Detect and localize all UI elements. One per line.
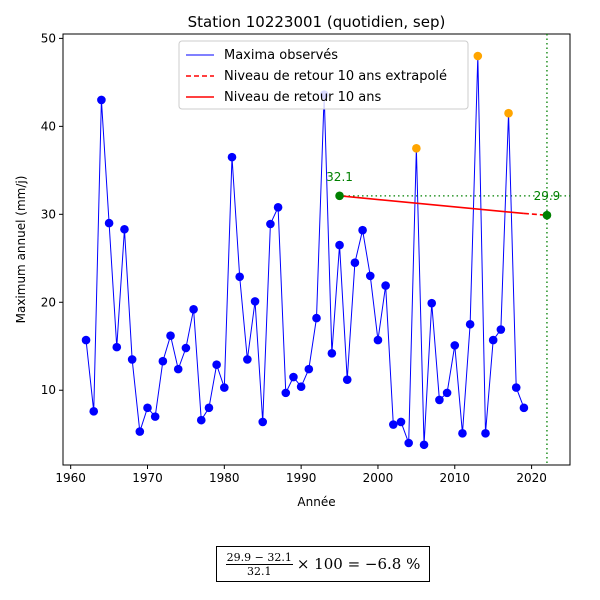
data-point (150, 412, 160, 421)
data-point (258, 417, 268, 427)
data-point-highlighted (473, 51, 483, 61)
data-point (335, 240, 344, 250)
data-point-highlighted (504, 108, 513, 118)
data-point (350, 258, 360, 267)
series-line-return-level (339, 195, 524, 215)
x-axis-label: Année (297, 495, 335, 509)
formula-fraction: 29.9 − 32.1 32.1 (225, 550, 293, 578)
series-line-observed (85, 55, 525, 445)
data-point (250, 297, 260, 306)
data-point (488, 335, 498, 345)
data-point (97, 95, 106, 105)
data-point (204, 403, 214, 413)
x-tick-label: 1980 (209, 471, 240, 485)
data-point (173, 364, 183, 374)
x-tick-label: 2010 (439, 471, 470, 485)
data-point (481, 429, 490, 438)
data-point (358, 225, 367, 235)
data-point (304, 364, 314, 374)
y-tick-label: 40 (41, 119, 56, 133)
data-point (196, 415, 206, 425)
formula-numerator: 29.9 − 32.1 (225, 550, 293, 565)
annotation-marker (542, 210, 552, 220)
x-tick-label: 1960 (55, 471, 86, 485)
x-tick-label: 2000 (363, 471, 394, 485)
data-point (450, 341, 460, 350)
data-point (120, 224, 129, 234)
data-point (327, 348, 337, 358)
data-point (143, 403, 152, 413)
legend-label: Niveau de retour 10 ans (224, 90, 381, 105)
y-tick-label: 20 (41, 295, 56, 309)
data-point (212, 360, 221, 370)
data-point (519, 403, 529, 413)
y-tick-label: 30 (41, 207, 56, 221)
data-point (396, 417, 406, 427)
data-point (127, 355, 137, 364)
chart-title: Station 10223001 (quotidien, sep) (188, 13, 446, 31)
data-point (166, 331, 175, 341)
data-point (281, 388, 291, 398)
data-point (189, 305, 198, 314)
x-tick-label: 1970 (132, 471, 163, 485)
data-point (289, 372, 298, 382)
legend-box (178, 40, 469, 110)
data-point (158, 356, 168, 366)
y-tick-label: 50 (41, 31, 56, 45)
data-point (389, 420, 398, 429)
data-point (342, 375, 352, 384)
data-point (266, 219, 275, 229)
annotation-label: 32.1 (326, 170, 353, 184)
data-point (273, 202, 283, 212)
annotation-marker (335, 191, 344, 201)
data-point (135, 427, 145, 436)
y-tick-label: 10 (41, 383, 56, 397)
formula-result: × 100 = −6.8 % (296, 555, 421, 573)
data-point (181, 343, 191, 353)
legend-label: Maxima observés (224, 48, 338, 63)
data-point (296, 382, 306, 392)
plot-area: 1960 1970 1980 1990 2000 2010 2020 10 20 30 40 50 32… (41, 31, 571, 485)
data-point (496, 325, 506, 334)
data-point (404, 438, 413, 448)
percent-change-formula: 29.9 − 32.1 32.1 × 100 = −6.8 % (216, 546, 430, 582)
data-point (365, 271, 375, 281)
data-point (435, 395, 444, 405)
x-tick-label: 2020 (516, 471, 547, 485)
legend: Maxima observés Niveau de retour 10 ans e… (178, 40, 469, 110)
data-point (81, 335, 91, 345)
formula-denominator: 32.1 (246, 564, 272, 578)
data-point (373, 335, 383, 345)
data-point (442, 388, 452, 398)
data-point (465, 319, 475, 329)
data-point (235, 272, 244, 282)
data-point (458, 429, 467, 438)
data-point (243, 355, 252, 364)
data-point (227, 152, 237, 162)
data-point (220, 383, 229, 392)
annotation-label: 29.9 (534, 189, 561, 203)
data-point (511, 383, 521, 392)
x-tick-label: 1990 (286, 471, 317, 485)
y-axis-label: Maximum annuel (mm/j) (14, 176, 28, 324)
data-point (312, 313, 321, 323)
data-point (104, 218, 114, 228)
legend-label: Niveau de retour 10 ans extrapolé (224, 69, 447, 84)
data-point (381, 281, 390, 290)
data-point-highlighted (412, 144, 421, 153)
data-point (112, 342, 122, 352)
plot-frame (62, 33, 571, 466)
data-point (419, 440, 429, 450)
data-point (89, 407, 99, 416)
data-point (427, 298, 437, 308)
